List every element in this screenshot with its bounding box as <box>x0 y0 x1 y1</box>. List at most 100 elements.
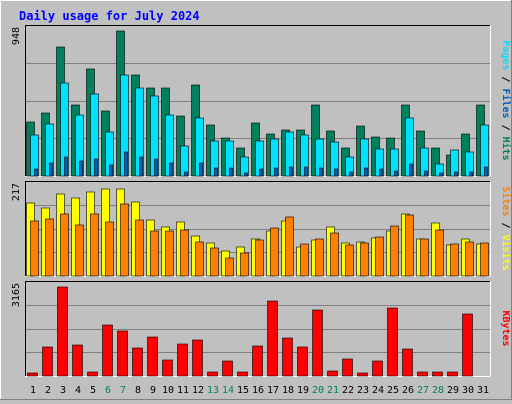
pages-bar <box>259 168 263 177</box>
day-label: 26 <box>402 385 414 396</box>
pages-bar <box>124 151 128 177</box>
kbytes-bar <box>387 307 398 377</box>
day-label: 9 <box>150 385 156 396</box>
sites-bar <box>315 238 324 277</box>
pages-bar <box>379 168 383 177</box>
sites-bar <box>390 225 399 277</box>
kbytes-bar <box>267 300 278 377</box>
day-label: 27 <box>417 385 429 396</box>
sites-bar <box>195 241 204 277</box>
sites-bar <box>30 220 39 277</box>
sites-bar <box>480 242 489 277</box>
pages-bar <box>289 166 293 177</box>
sites-bar <box>60 213 69 277</box>
sites-bar <box>135 219 144 277</box>
legend-sites: Sites <box>500 186 512 216</box>
kbytes-bar <box>27 372 38 377</box>
pages-bar <box>319 167 323 177</box>
day-label: 30 <box>462 385 474 396</box>
kbytes-bar <box>447 371 458 377</box>
legend-separator: / <box>500 119 511 137</box>
kbytes-bar <box>42 346 53 377</box>
day-label: 28 <box>432 385 444 396</box>
day-label: 25 <box>387 385 399 396</box>
sites-bar <box>435 229 444 277</box>
pages-bar <box>469 171 473 177</box>
series-legend-label: KBytes <box>500 310 511 346</box>
day-label: 31 <box>477 385 489 396</box>
sites-bar <box>300 243 309 277</box>
kbytes-bar <box>432 371 443 377</box>
legend-kbytes: KBytes <box>500 310 511 346</box>
sites-bar <box>450 243 459 277</box>
sites-bar <box>150 230 159 277</box>
day-label: 21 <box>327 385 339 396</box>
sites-bar <box>210 247 219 277</box>
pages-bar <box>439 172 443 177</box>
pages-bar <box>79 160 83 177</box>
pages-bar <box>364 167 368 177</box>
kbytes-bar <box>207 371 218 377</box>
kbytes-bar <box>72 344 83 377</box>
day-label: 3 <box>60 385 66 396</box>
pages-bar <box>199 162 203 177</box>
sites-bar <box>360 242 369 277</box>
kbytes-bar <box>192 339 203 377</box>
day-label: 29 <box>447 385 459 396</box>
day-label: 7 <box>120 385 126 396</box>
day-label: 19 <box>297 385 309 396</box>
sites-bar <box>375 236 384 277</box>
pages-bar <box>424 170 428 177</box>
kbytes-bar <box>252 345 263 377</box>
sites-bar <box>75 224 84 277</box>
sites-bar <box>270 227 279 277</box>
kbytes-bar <box>282 337 293 377</box>
kbytes-bar <box>312 309 323 377</box>
sites-bar <box>90 213 99 277</box>
kbytes-bar <box>102 324 113 377</box>
day-label: 4 <box>75 385 81 396</box>
sites-bar <box>345 244 354 277</box>
day-label: 22 <box>342 385 354 396</box>
pages-bar <box>394 170 398 177</box>
day-label: 1 <box>30 385 36 396</box>
day-label: 23 <box>357 385 369 396</box>
pages-bar <box>214 167 218 177</box>
sites-bar <box>465 241 474 277</box>
legend-files: Files <box>500 88 512 118</box>
pages-bar <box>49 162 53 177</box>
sites-bar <box>120 203 129 277</box>
pages-bar <box>334 168 338 177</box>
kbytes-bar <box>162 359 173 377</box>
pages-bar <box>244 172 248 177</box>
files-bar <box>180 145 189 177</box>
sites-bar <box>420 238 429 277</box>
y-max-label: 217 <box>11 183 22 201</box>
pages-bar <box>169 162 173 177</box>
sites-bar <box>405 214 414 277</box>
day-label: 12 <box>192 385 204 396</box>
legend-hits: Hits <box>500 137 512 161</box>
kbytes-bar <box>372 360 383 377</box>
sites-bar <box>180 229 189 277</box>
kbytes-bar <box>327 370 338 377</box>
sites-bar <box>240 252 249 277</box>
pages-bar <box>454 171 458 177</box>
day-label: 13 <box>207 385 219 396</box>
kbytes-bar <box>402 348 413 377</box>
sites-bar <box>255 239 264 277</box>
day-label: 2 <box>45 385 51 396</box>
kbytes-bar <box>237 371 248 377</box>
kbytes-bar <box>117 330 128 377</box>
sites-bar <box>285 216 294 277</box>
day-label: 6 <box>105 385 111 396</box>
hits-files-pages-panel: 948 Pages / Files / Hits <box>11 25 512 177</box>
day-label: 5 <box>90 385 96 396</box>
series-legend-label: Pages / Files / Hits <box>500 40 512 160</box>
pages-bar <box>304 166 308 177</box>
day-label: 14 <box>222 385 234 396</box>
legend-separator: / <box>500 216 511 234</box>
sites-bar <box>105 221 114 277</box>
